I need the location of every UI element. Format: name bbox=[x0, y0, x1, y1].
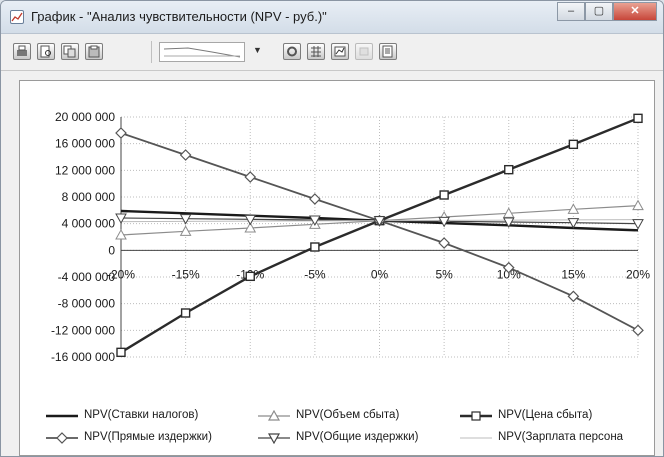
y-tick-label: 0 bbox=[108, 243, 115, 257]
data-point bbox=[504, 164, 514, 175]
legend-swatch bbox=[46, 432, 78, 444]
data-point bbox=[115, 228, 127, 240]
toolbar: ▼ bbox=[1, 34, 663, 71]
legend-label: NPV(Ставки налогов) bbox=[84, 409, 199, 421]
x-tick-label: 15% bbox=[561, 267, 585, 281]
window-controls: – ▢ ✕ bbox=[557, 2, 657, 22]
chart-type-combo[interactable] bbox=[159, 42, 245, 62]
copy-icon[interactable] bbox=[61, 43, 79, 60]
toolbar-separator bbox=[151, 41, 152, 63]
chart-app-icon bbox=[10, 10, 24, 24]
data-point bbox=[632, 324, 644, 337]
data-point bbox=[567, 290, 580, 303]
x-tick-label: -20% bbox=[107, 267, 135, 281]
x-tick-label: 20% bbox=[626, 267, 650, 281]
data-point bbox=[245, 271, 255, 282]
chart-legend: NPV(Ставки налогов) NPV(Объем сбыта) NPV(Ц… bbox=[20, 397, 656, 453]
legend-label: NPV(Общие издержки) bbox=[296, 431, 419, 443]
line-chart-sample-icon bbox=[163, 47, 241, 58]
data-point bbox=[179, 225, 192, 236]
legend-swatch bbox=[258, 433, 290, 444]
data-point bbox=[438, 237, 450, 249]
legend-label: NPV(Прямые издержки) bbox=[84, 431, 212, 443]
data-point bbox=[632, 219, 644, 230]
legend-swatch bbox=[460, 411, 492, 421]
y-tick-label: 8 000 000 bbox=[62, 190, 116, 204]
x-tick-label: 5% bbox=[435, 267, 453, 281]
paste-icon[interactable] bbox=[85, 43, 103, 60]
data-point bbox=[179, 149, 192, 161]
legend-label: NPV(Зарплата персона bbox=[498, 431, 624, 443]
y-tick-label: -4 000 000 bbox=[58, 270, 116, 284]
data-point bbox=[115, 213, 127, 225]
close-button[interactable]: ✕ bbox=[613, 2, 657, 21]
legend-swatch bbox=[258, 410, 290, 421]
data-point bbox=[309, 215, 321, 227]
disabled-icon[interactable] bbox=[355, 43, 373, 60]
data-point bbox=[116, 347, 126, 358]
settings-icon[interactable] bbox=[283, 43, 301, 60]
data-point bbox=[310, 242, 320, 252]
print-icon[interactable] bbox=[13, 43, 31, 60]
chevron-down-icon[interactable]: ▼ bbox=[253, 45, 262, 55]
grid-icon[interactable] bbox=[307, 43, 325, 60]
data-point bbox=[438, 216, 450, 228]
x-tick-label: -5% bbox=[304, 267, 326, 281]
legend-label: NPV(Объем сбыта) bbox=[296, 409, 400, 421]
y-tick-label: 4 000 000 bbox=[62, 217, 116, 231]
x-tick-label: -15% bbox=[172, 267, 200, 281]
legend-label: NPV(Цена сбыта) bbox=[498, 409, 593, 421]
data-point bbox=[244, 221, 257, 233]
legend-swatch bbox=[46, 414, 78, 418]
data-point bbox=[502, 261, 515, 274]
data-point bbox=[502, 217, 515, 229]
data-point bbox=[180, 308, 191, 318]
minimize-button[interactable]: – bbox=[557, 2, 585, 21]
data-point bbox=[115, 127, 127, 139]
data-point bbox=[439, 190, 449, 200]
data-point bbox=[309, 193, 321, 205]
y-tick-label: -16 000 000 bbox=[51, 350, 115, 364]
data-point bbox=[244, 171, 257, 183]
sensitivity-chart: 20 000 000 16 000 000 12 000 000 8 000 000 4… bbox=[51, 110, 650, 364]
y-tick-label: -12 000 000 bbox=[51, 323, 115, 337]
y-tick-label: -8 000 000 bbox=[58, 297, 116, 311]
window-title: График - "Анализ чувствительности (NPV -… bbox=[31, 9, 327, 24]
plot-area: 20 000 000 16 000 000 12 000 000 8 000 000 4… bbox=[19, 80, 655, 456]
data-point bbox=[179, 214, 192, 225]
y-tick-label: 20 000 000 bbox=[55, 110, 115, 124]
y-tick-label: 12 000 000 bbox=[55, 163, 115, 177]
data-point bbox=[632, 199, 644, 211]
maximize-button[interactable]: ▢ bbox=[585, 2, 613, 21]
y-tick-label: 16 000 000 bbox=[55, 137, 115, 151]
x-tick-label: 0% bbox=[371, 267, 389, 281]
legend-swatch bbox=[460, 437, 492, 439]
data-point bbox=[568, 139, 579, 150]
data-point bbox=[244, 214, 257, 226]
chart-properties-icon[interactable] bbox=[331, 43, 349, 60]
data-point bbox=[567, 203, 580, 214]
title-bar[interactable]: График - "Анализ чувствительности (NPV -… bbox=[1, 1, 663, 34]
data-point bbox=[373, 216, 386, 227]
data-point bbox=[567, 218, 580, 229]
export-icon[interactable] bbox=[379, 43, 397, 60]
print-preview-icon[interactable] bbox=[37, 43, 55, 60]
data-point bbox=[633, 113, 643, 124]
data-point bbox=[502, 207, 515, 218]
